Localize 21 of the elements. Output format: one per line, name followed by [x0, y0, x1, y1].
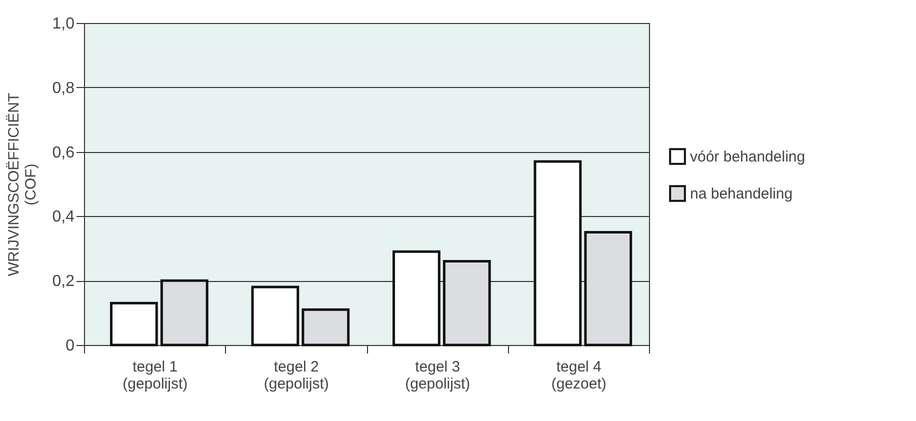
legend-label: vóór behandeling [690, 148, 806, 166]
y-tick-label: 0,4 [52, 208, 75, 226]
bar [442, 260, 491, 346]
bar [302, 308, 350, 346]
bar [110, 302, 158, 346]
y-axis-title: WRIJVINGSCOËFFICIËNT (COF) [5, 92, 40, 276]
bar [584, 231, 632, 346]
y-tick-label: 0,6 [52, 144, 75, 162]
x-tick-label: tegel 4 (gezoet) [551, 358, 606, 392]
x-tick-label: tegel 1 (gepolijst) [122, 358, 188, 392]
x-tick-label: tegel 3 (gepolijst) [405, 358, 470, 392]
y-tick-label: 1,0 [52, 16, 75, 32]
legend-label: na behandeling [690, 186, 793, 202]
y-tick-label: 0,8 [52, 80, 75, 97]
y-tick-label: 0,2 [52, 273, 75, 290]
bar [251, 286, 300, 346]
x-tick-label: tegel 2 (gepolijst) [264, 358, 329, 392]
bar [392, 250, 440, 346]
y-tick-label: 0 [66, 338, 75, 354]
bar [534, 160, 582, 346]
bar [160, 279, 208, 346]
